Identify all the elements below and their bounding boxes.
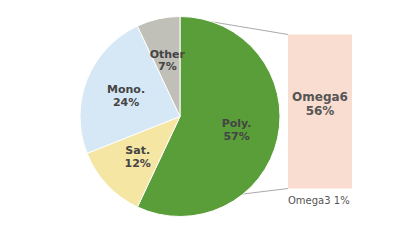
slice-label-name: Poly. [222,117,252,130]
annotation: Omega3 1% [288,195,350,206]
slice-label-value: 7% [158,60,177,73]
pie-slice [137,17,180,117]
slice-label-name: Sat. [125,144,150,157]
slice-label-value: 57% [223,130,249,143]
slice-label: Sat.12% [125,144,151,170]
breakdown-box [288,35,352,189]
slice-label: Poly.57% [222,117,252,143]
slice-label-value: 12% [125,157,151,170]
pie [80,17,280,217]
slice-label: Mono.24% [107,83,145,109]
chart: Poly.57%Sat.12%Mono.24%Other7%Omega656%O… [0,0,400,233]
slice-label-value: 24% [113,96,139,109]
annotation: Omega656% [292,90,348,118]
annotation-line: Omega6 [292,90,348,104]
slice-label: Other7% [150,48,186,74]
slice-label-name: Mono. [107,83,145,96]
annotation-line: 56% [306,104,335,118]
slice-label-name: Other [150,48,186,61]
